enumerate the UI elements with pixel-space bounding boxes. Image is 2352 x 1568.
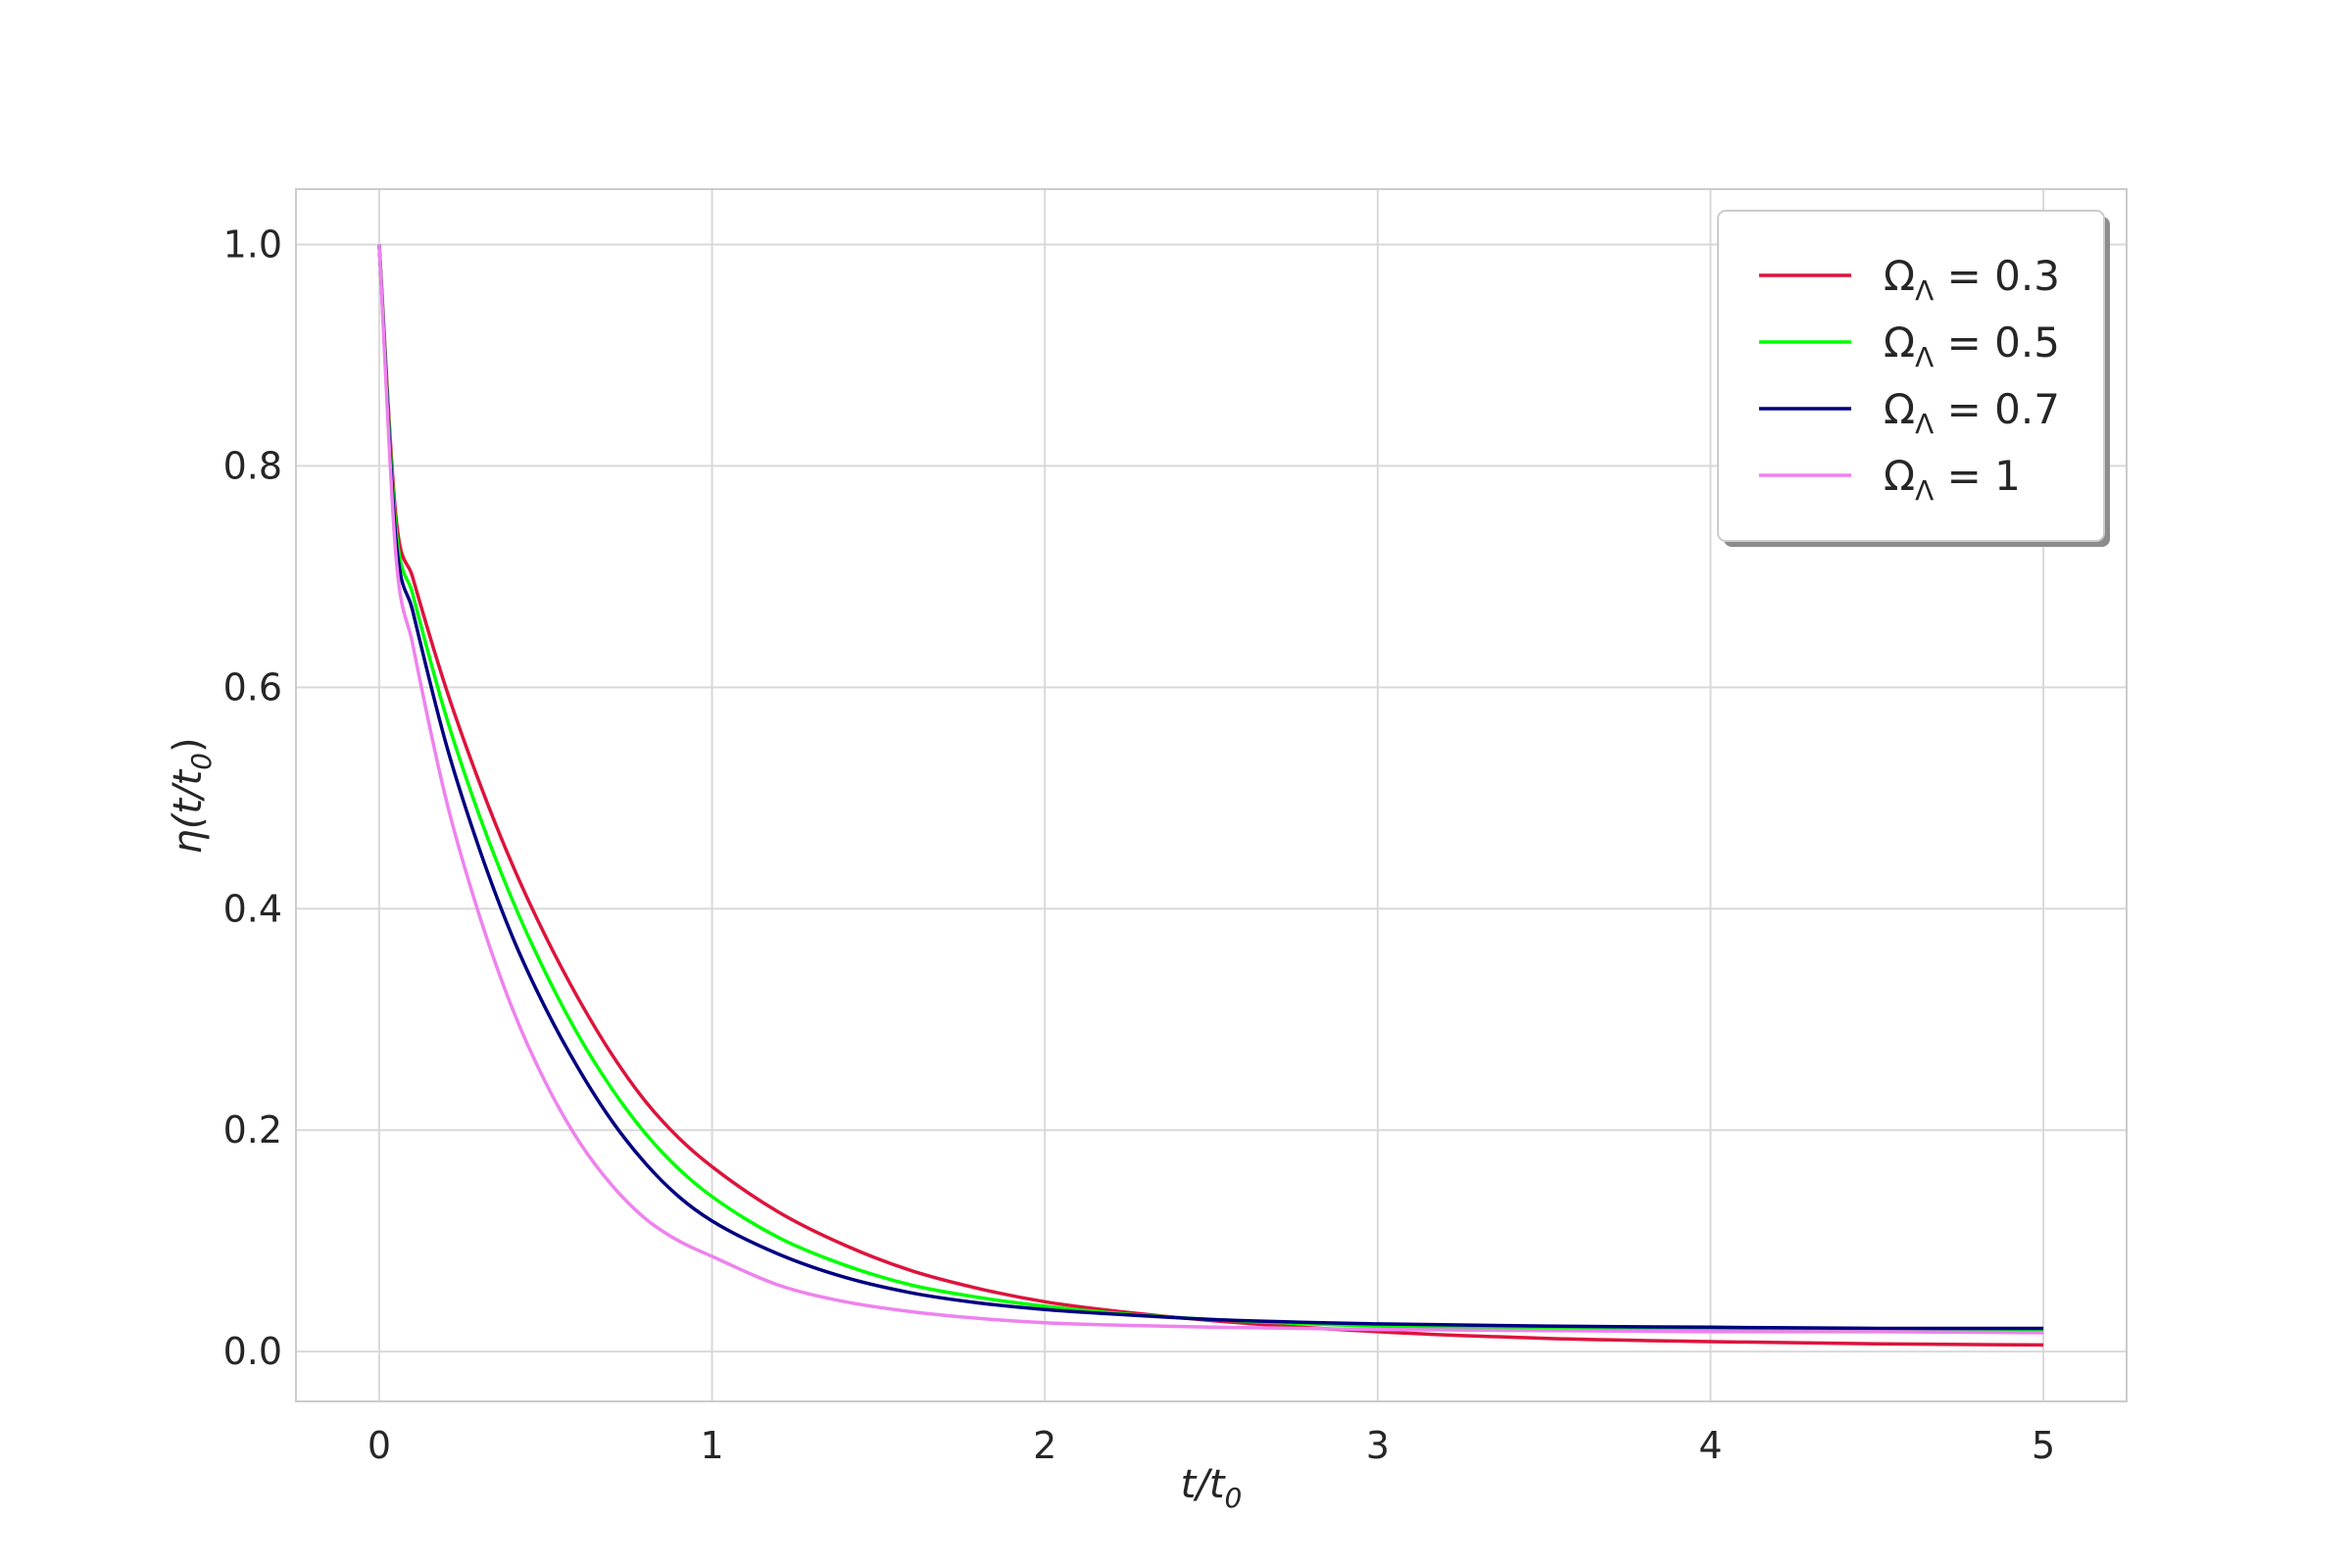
y-axis-label: η(t/t0) xyxy=(166,737,218,854)
legend-label-1: ΩΛ = 0.5 xyxy=(1884,318,2060,373)
y-tick-label: 1.0 xyxy=(223,222,282,266)
x-axis-ticks: 0 1 2 3 4 5 xyxy=(368,1424,2055,1467)
legend-label-3: ΩΛ = 1 xyxy=(1884,452,2021,507)
x-tick-label: 4 xyxy=(1698,1424,1722,1467)
x-tick-label: 5 xyxy=(2032,1424,2055,1467)
plot-frame xyxy=(295,188,2128,1402)
legend: ΩΛ = 0.3 ΩΛ = 0.5 ΩΛ = 0.7 ΩΛ = 1 xyxy=(1717,210,2110,547)
series-line-1 xyxy=(377,244,2044,1334)
x-tick-label: 3 xyxy=(1366,1424,1390,1467)
y-tick-label: 0.0 xyxy=(223,1330,282,1373)
y-tick-label: 0.2 xyxy=(223,1108,282,1152)
legend-label-0: ΩΛ = 0.3 xyxy=(1884,252,2060,307)
x-tick-label: 0 xyxy=(368,1424,391,1467)
series-line-3 xyxy=(377,244,2044,1335)
series-line-2 xyxy=(377,244,2044,1331)
y-axis-ticks: 0.0 0.2 0.4 0.6 0.8 1.0 xyxy=(223,222,282,1373)
x-tick-label: 2 xyxy=(1033,1424,1056,1467)
y-tick-label: 0.8 xyxy=(223,444,282,487)
x-axis-label: t/t0 xyxy=(1181,1462,1243,1514)
series-line-0 xyxy=(377,244,2044,1348)
legend-box xyxy=(1717,210,2105,542)
y-tick-label: 0.4 xyxy=(223,887,282,930)
legend-label-2: ΩΛ = 0.7 xyxy=(1884,385,2060,440)
y-tick-label: 0.6 xyxy=(223,665,282,709)
x-tick-label: 1 xyxy=(700,1424,723,1467)
plot-area xyxy=(377,244,2044,1348)
